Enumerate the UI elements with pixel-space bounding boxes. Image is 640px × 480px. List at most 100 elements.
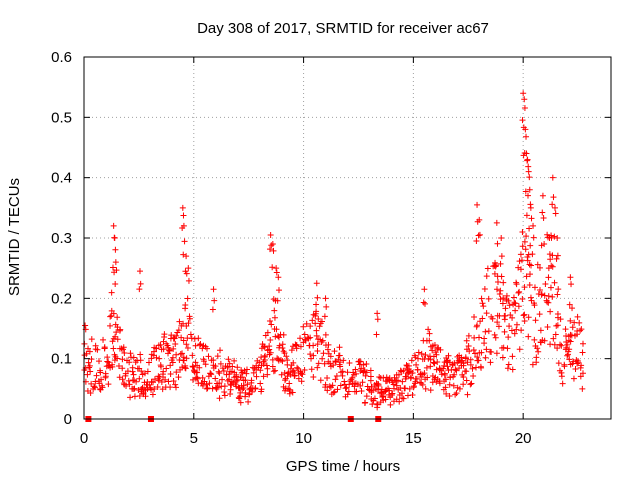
data-point <box>173 351 180 358</box>
data-point <box>229 363 236 370</box>
data-point <box>527 294 534 301</box>
data-point <box>180 354 187 361</box>
data-point <box>186 315 193 322</box>
data-point <box>329 382 336 389</box>
data-point <box>371 395 378 402</box>
data-point <box>555 360 562 367</box>
data-point <box>485 295 492 302</box>
data-point <box>479 300 486 307</box>
data-point <box>549 201 556 208</box>
data-point <box>489 315 496 322</box>
data-point <box>170 378 177 385</box>
data-point <box>344 369 351 376</box>
data-point <box>539 209 546 216</box>
data-point <box>213 385 220 392</box>
data-point <box>475 232 482 239</box>
data-point <box>493 262 500 269</box>
data-point <box>445 352 452 359</box>
data-point <box>264 329 271 336</box>
data-point <box>91 384 98 391</box>
data-point <box>169 354 176 361</box>
data-point <box>153 345 160 352</box>
data-point <box>87 368 94 375</box>
data-point <box>273 265 280 272</box>
data-point <box>531 336 538 343</box>
data-point <box>440 365 447 372</box>
data-point <box>144 368 151 375</box>
data-point <box>520 312 527 319</box>
data-point <box>521 96 528 103</box>
data-point <box>185 265 192 272</box>
data-point <box>180 212 187 219</box>
data-point <box>332 358 339 365</box>
data-point <box>451 360 458 367</box>
data-points <box>81 90 587 422</box>
data-point <box>221 389 228 396</box>
data-point <box>339 368 346 375</box>
data-point <box>421 370 428 377</box>
data-point <box>374 316 381 323</box>
data-point <box>549 263 556 270</box>
data-point <box>281 350 288 357</box>
data-point <box>95 358 102 365</box>
data-point <box>497 296 504 303</box>
data-point <box>413 361 420 368</box>
data-point <box>91 383 98 390</box>
data-point <box>114 355 121 362</box>
data-point <box>87 390 94 397</box>
data-point <box>283 353 290 360</box>
data-point <box>322 381 329 388</box>
data-point <box>101 345 108 352</box>
data-point <box>184 295 191 302</box>
data-point <box>308 366 315 373</box>
data-point <box>315 315 322 322</box>
data-point <box>332 376 339 383</box>
data-point <box>452 366 459 373</box>
data-point <box>373 331 380 338</box>
data-point <box>194 375 201 382</box>
data-point <box>465 332 472 339</box>
data-point <box>240 384 247 391</box>
data-point <box>124 368 131 375</box>
data-point <box>109 264 116 271</box>
data-point <box>258 386 265 393</box>
data-point <box>182 365 189 372</box>
data-point <box>467 381 474 388</box>
data-point <box>546 251 553 258</box>
data-point <box>243 370 250 377</box>
data-point <box>527 271 534 278</box>
chart-title: Day 308 of 2017, SRMTID for receiver ac6… <box>197 20 489 37</box>
data-point <box>266 317 273 324</box>
data-point <box>317 336 324 343</box>
data-point <box>470 347 477 354</box>
data-point <box>183 341 190 348</box>
data-point <box>532 317 539 324</box>
data-point <box>521 104 528 111</box>
data-point <box>434 359 441 366</box>
data-point <box>221 383 228 390</box>
x-tick-label: 0 <box>80 430 88 447</box>
data-point <box>157 362 164 369</box>
data-point <box>465 343 472 350</box>
data-point <box>289 389 296 396</box>
data-point <box>275 287 282 294</box>
data-point <box>524 156 531 163</box>
data-point <box>209 306 216 313</box>
data-point <box>314 294 321 301</box>
data-point <box>427 387 434 394</box>
data-point <box>493 350 500 357</box>
data-point <box>557 316 564 323</box>
data-point <box>549 252 556 259</box>
data-point <box>459 357 466 364</box>
data-point <box>545 293 552 300</box>
data-point <box>307 334 314 341</box>
data-point <box>522 126 529 133</box>
data-point <box>492 263 499 270</box>
data-point <box>394 377 401 384</box>
data-point <box>464 391 471 398</box>
data-point <box>260 343 267 350</box>
data-point <box>119 376 126 383</box>
data-point <box>161 331 168 338</box>
data-point <box>431 360 438 367</box>
data-point <box>290 359 297 366</box>
